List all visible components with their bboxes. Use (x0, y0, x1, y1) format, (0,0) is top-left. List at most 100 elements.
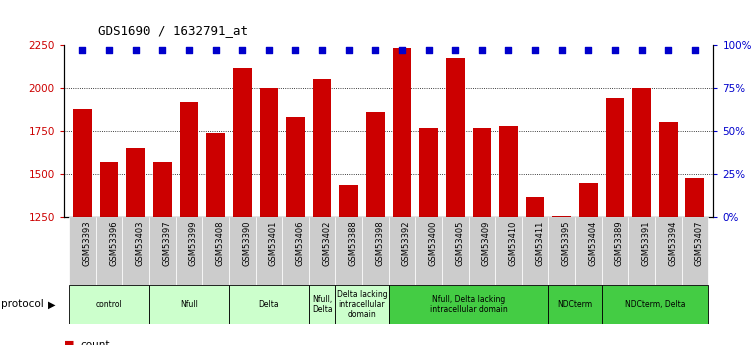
Point (502, 47, 514, 53)
Bar (499, 126, 517, 345)
Text: GSM53395: GSM53395 (562, 221, 571, 266)
Text: protocol: protocol (1, 299, 44, 309)
Bar (632, 88, 651, 345)
Text: GSM53400: GSM53400 (429, 221, 438, 266)
Text: count: count (80, 340, 110, 345)
Bar (73, 109, 92, 345)
Bar (96, 217, 122, 285)
Text: GSM53399: GSM53399 (189, 221, 198, 266)
Bar (69, 285, 149, 324)
Bar (149, 217, 176, 285)
Text: ■: ■ (64, 340, 74, 345)
Bar (605, 98, 624, 345)
Bar (233, 68, 252, 345)
Bar (686, 178, 704, 345)
Text: Delta: Delta (258, 300, 279, 309)
Text: GSM53397: GSM53397 (162, 221, 171, 266)
Bar (336, 285, 389, 324)
Bar (681, 217, 708, 285)
Point (130, 47, 142, 53)
Bar (442, 217, 469, 285)
Text: GSM53409: GSM53409 (482, 221, 491, 266)
Text: GSM53403: GSM53403 (136, 221, 145, 266)
Bar (659, 122, 677, 345)
Point (556, 47, 568, 53)
Bar (419, 128, 438, 345)
Point (396, 47, 408, 53)
Point (237, 47, 249, 53)
Bar (309, 285, 336, 324)
Bar (100, 162, 119, 345)
Text: GSM53394: GSM53394 (668, 221, 677, 266)
Text: GSM53406: GSM53406 (295, 221, 304, 266)
Bar (472, 128, 491, 345)
Point (476, 47, 488, 53)
Bar (229, 285, 309, 324)
Text: Nfull: Nfull (180, 300, 198, 309)
Bar (526, 197, 544, 345)
Text: GSM53396: GSM53396 (109, 221, 118, 266)
Bar (309, 217, 336, 285)
Bar (255, 217, 282, 285)
Bar (389, 285, 548, 324)
Bar (202, 217, 229, 285)
Point (156, 47, 168, 53)
Bar (362, 217, 389, 285)
Bar (69, 217, 96, 285)
Point (316, 47, 328, 53)
Text: ▶: ▶ (48, 299, 56, 309)
Bar (336, 217, 362, 285)
Point (582, 47, 594, 53)
Bar (207, 133, 225, 345)
Text: GSM53389: GSM53389 (615, 221, 624, 266)
Text: GSM53404: GSM53404 (588, 221, 597, 266)
Text: GSM53398: GSM53398 (376, 221, 385, 266)
Text: GDS1690 / 1632791_at: GDS1690 / 1632791_at (98, 24, 248, 37)
Bar (446, 58, 465, 345)
Point (423, 47, 435, 53)
Bar (575, 217, 602, 285)
Text: GSM53411: GSM53411 (535, 221, 544, 266)
Bar (229, 217, 255, 285)
Text: GSM53402: GSM53402 (322, 221, 331, 266)
Point (289, 47, 301, 53)
Bar (389, 217, 415, 285)
Bar (339, 185, 358, 345)
Bar (495, 217, 522, 285)
Text: Delta lacking
intracellular
domain: Delta lacking intracellular domain (336, 289, 388, 319)
Point (689, 47, 701, 53)
Text: GSM53408: GSM53408 (216, 221, 225, 266)
Point (77, 47, 89, 53)
Bar (179, 102, 198, 345)
Text: GSM53401: GSM53401 (269, 221, 278, 266)
Point (662, 47, 674, 53)
Bar (366, 112, 385, 345)
Bar (655, 217, 681, 285)
Point (609, 47, 621, 53)
Bar (469, 217, 495, 285)
Bar (579, 183, 598, 345)
Point (369, 47, 382, 53)
Text: GSM53407: GSM53407 (695, 221, 704, 266)
Bar (122, 217, 149, 285)
Text: control: control (95, 300, 122, 309)
Point (183, 47, 195, 53)
Point (263, 47, 275, 53)
Bar (260, 88, 278, 345)
Bar (415, 217, 442, 285)
Bar (522, 217, 548, 285)
Point (210, 47, 222, 53)
Bar (602, 285, 708, 324)
Bar (602, 217, 629, 285)
Point (635, 47, 647, 53)
Bar (286, 117, 305, 345)
Bar (629, 217, 655, 285)
Bar (553, 216, 571, 345)
Text: GSM53393: GSM53393 (83, 221, 92, 266)
Bar (393, 48, 412, 345)
Text: NDCterm, Delta: NDCterm, Delta (625, 300, 685, 309)
Point (103, 47, 115, 53)
Bar (153, 162, 172, 345)
Point (529, 47, 541, 53)
Point (342, 47, 354, 53)
